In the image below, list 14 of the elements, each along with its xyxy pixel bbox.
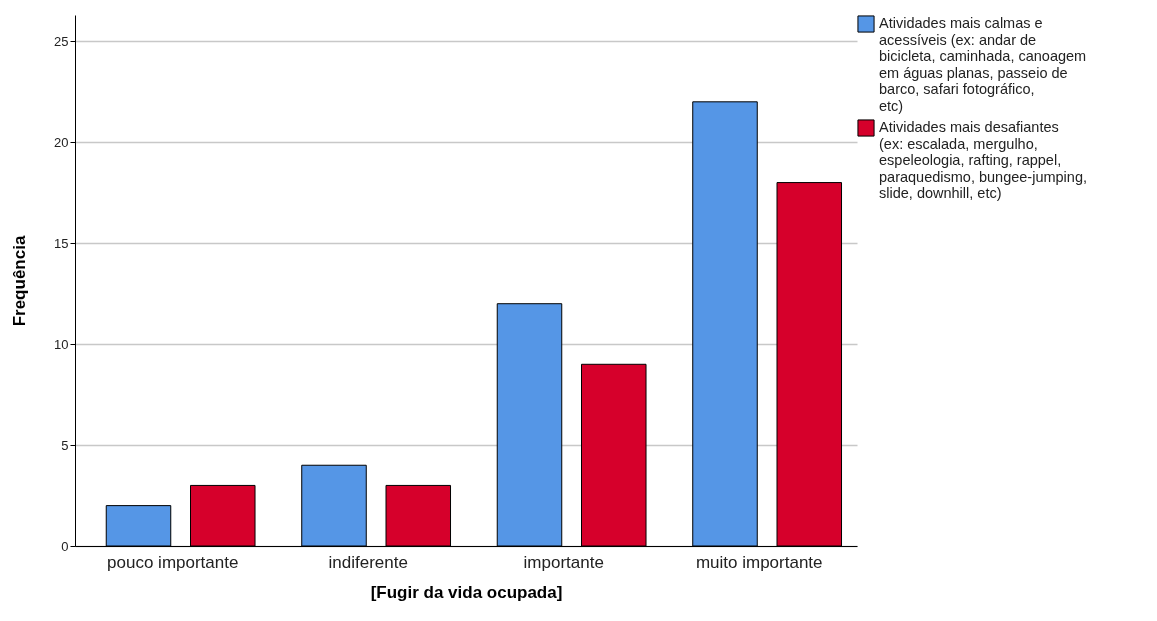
y-tick-label: 5	[61, 437, 69, 453]
y-tick-label: 20	[54, 134, 69, 150]
y-tick-label: 15	[54, 235, 69, 251]
x-tick-label: importante	[523, 552, 604, 572]
x-tick-label: indiferente	[328, 552, 408, 572]
y-axis-title: Frequência	[10, 235, 30, 327]
legend-label: Atividades mais desafiantes (ex: escalada, mergulho, espeleologia, rafting, rappel, paraquedismo, bungee-jumping, slide, downhill, etc)	[879, 119, 1087, 201]
y-tick-label: 0	[61, 538, 69, 554]
x-tick-label: pouco importante	[107, 552, 239, 572]
x-tick-label: muito importante	[695, 552, 823, 572]
legend-label: Atividades mais calmas e acessíveis (ex: andar de bicicleta, caminhada, canoagem em águas planas, passeio de barco, safari fotográfico, etc)	[879, 15, 1087, 114]
x-axis-title: [Fugir da vida ocupada]	[370, 582, 563, 602]
y-tick-label: 25	[54, 33, 69, 49]
y-tick-label: 10	[54, 336, 69, 352]
